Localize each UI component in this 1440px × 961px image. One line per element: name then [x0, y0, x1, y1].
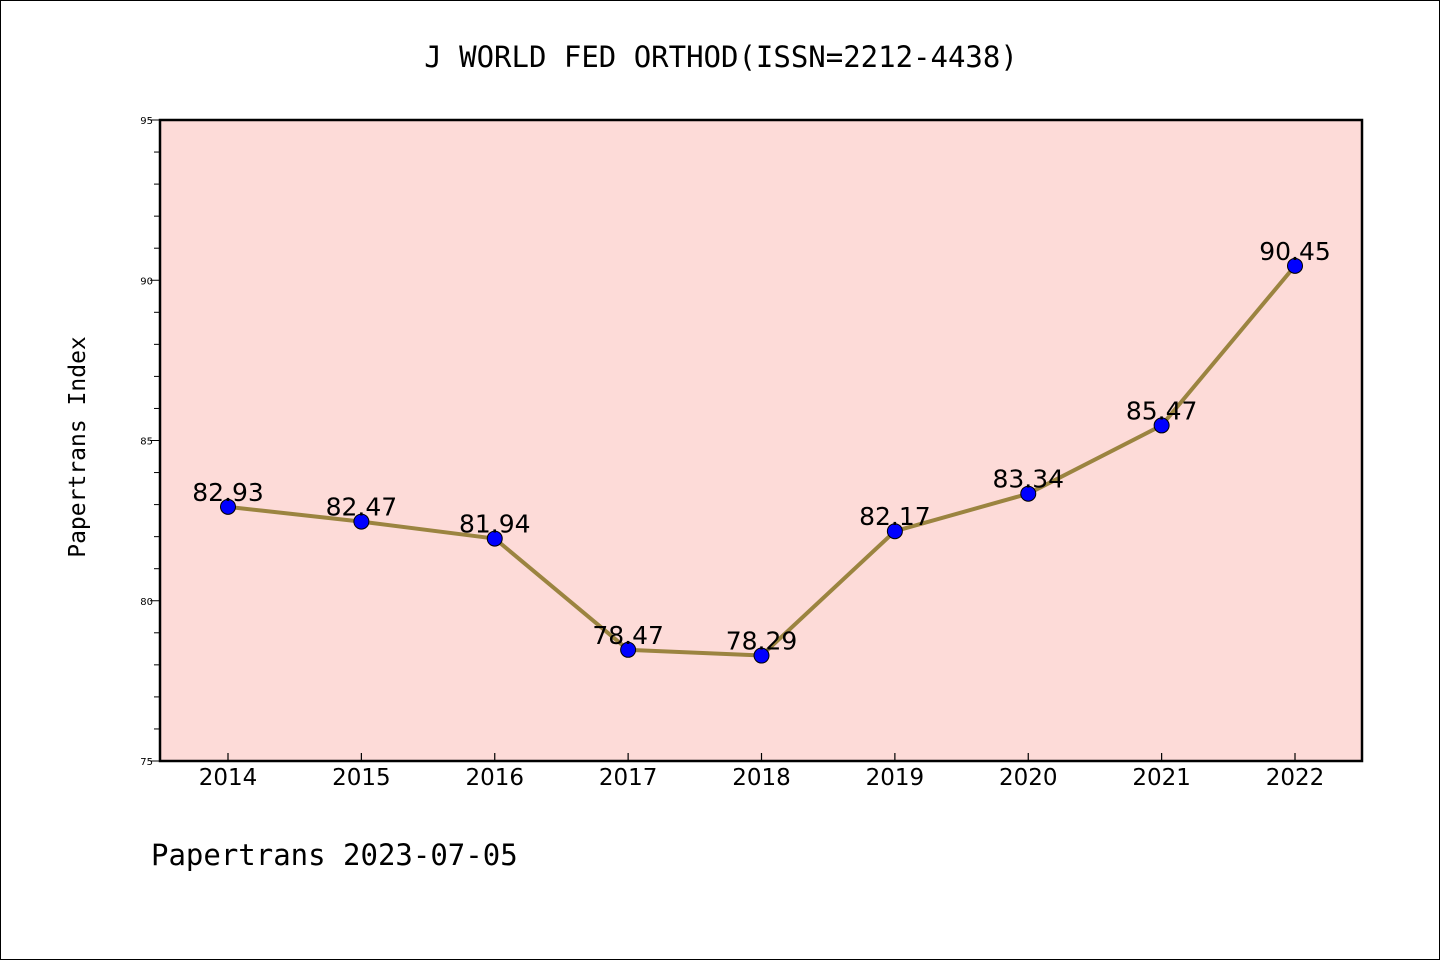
data-label: 85.47 [1126, 396, 1198, 425]
plot-border [158, 118, 1364, 763]
data-label: 82.17 [859, 502, 931, 531]
x-tick-label: 2016 [465, 765, 524, 791]
data-point [353, 513, 370, 530]
x-tick-label: 2020 [999, 765, 1058, 791]
data-point [220, 498, 236, 515]
x-tick-label: 2015 [332, 765, 391, 791]
chart-title: J WORLD FED ORTHOD(ISSN=2212-4438) [424, 40, 1018, 74]
x-tick-label: 2014 [199, 765, 258, 791]
data-point [620, 641, 637, 658]
data-label-group: 82.93 82.47 81.94 78.47 78.29 82.17 83.34 85.47… [192, 237, 1331, 656]
x-tick-label: 2022 [1266, 765, 1325, 791]
footer-text: Papertrans 2023-07-05 [151, 838, 518, 872]
y-tick-label: 85 [140, 437, 153, 448]
data-point [1287, 257, 1303, 274]
x-tick-label: 2018 [732, 765, 791, 791]
x-tick-label: 2021 [1132, 765, 1191, 791]
plot-area [160, 120, 1362, 761]
y-tick-label: 90 [140, 276, 153, 287]
x-tick-label: 2019 [866, 765, 925, 791]
y-tick-label: 80 [140, 597, 153, 608]
y-axis-label: Papertrans Index [65, 336, 91, 558]
data-label: 78.29 [726, 627, 798, 656]
x-axis-ticks: 2014 2015 2016 2017 2018 2019 2020 2021 2022 [199, 753, 1325, 791]
data-point [753, 647, 770, 664]
data-point [1020, 485, 1037, 502]
y-tick-label: 75 [140, 757, 153, 768]
y-tick-label: 95 [140, 116, 153, 127]
data-point [1153, 417, 1170, 434]
data-label: 82.93 [192, 478, 264, 507]
data-label: 83.34 [992, 465, 1064, 494]
data-label: 81.94 [459, 510, 531, 539]
data-point [886, 523, 903, 540]
data-point-group [220, 257, 1303, 664]
y-axis-ticks: 75 80 85 90 95 [140, 116, 160, 768]
x-tick-label: 2017 [599, 765, 658, 791]
data-label: 78.47 [592, 621, 664, 650]
data-label: 90.45 [1259, 237, 1331, 266]
data-point [486, 530, 503, 547]
data-label: 82.47 [326, 493, 398, 522]
